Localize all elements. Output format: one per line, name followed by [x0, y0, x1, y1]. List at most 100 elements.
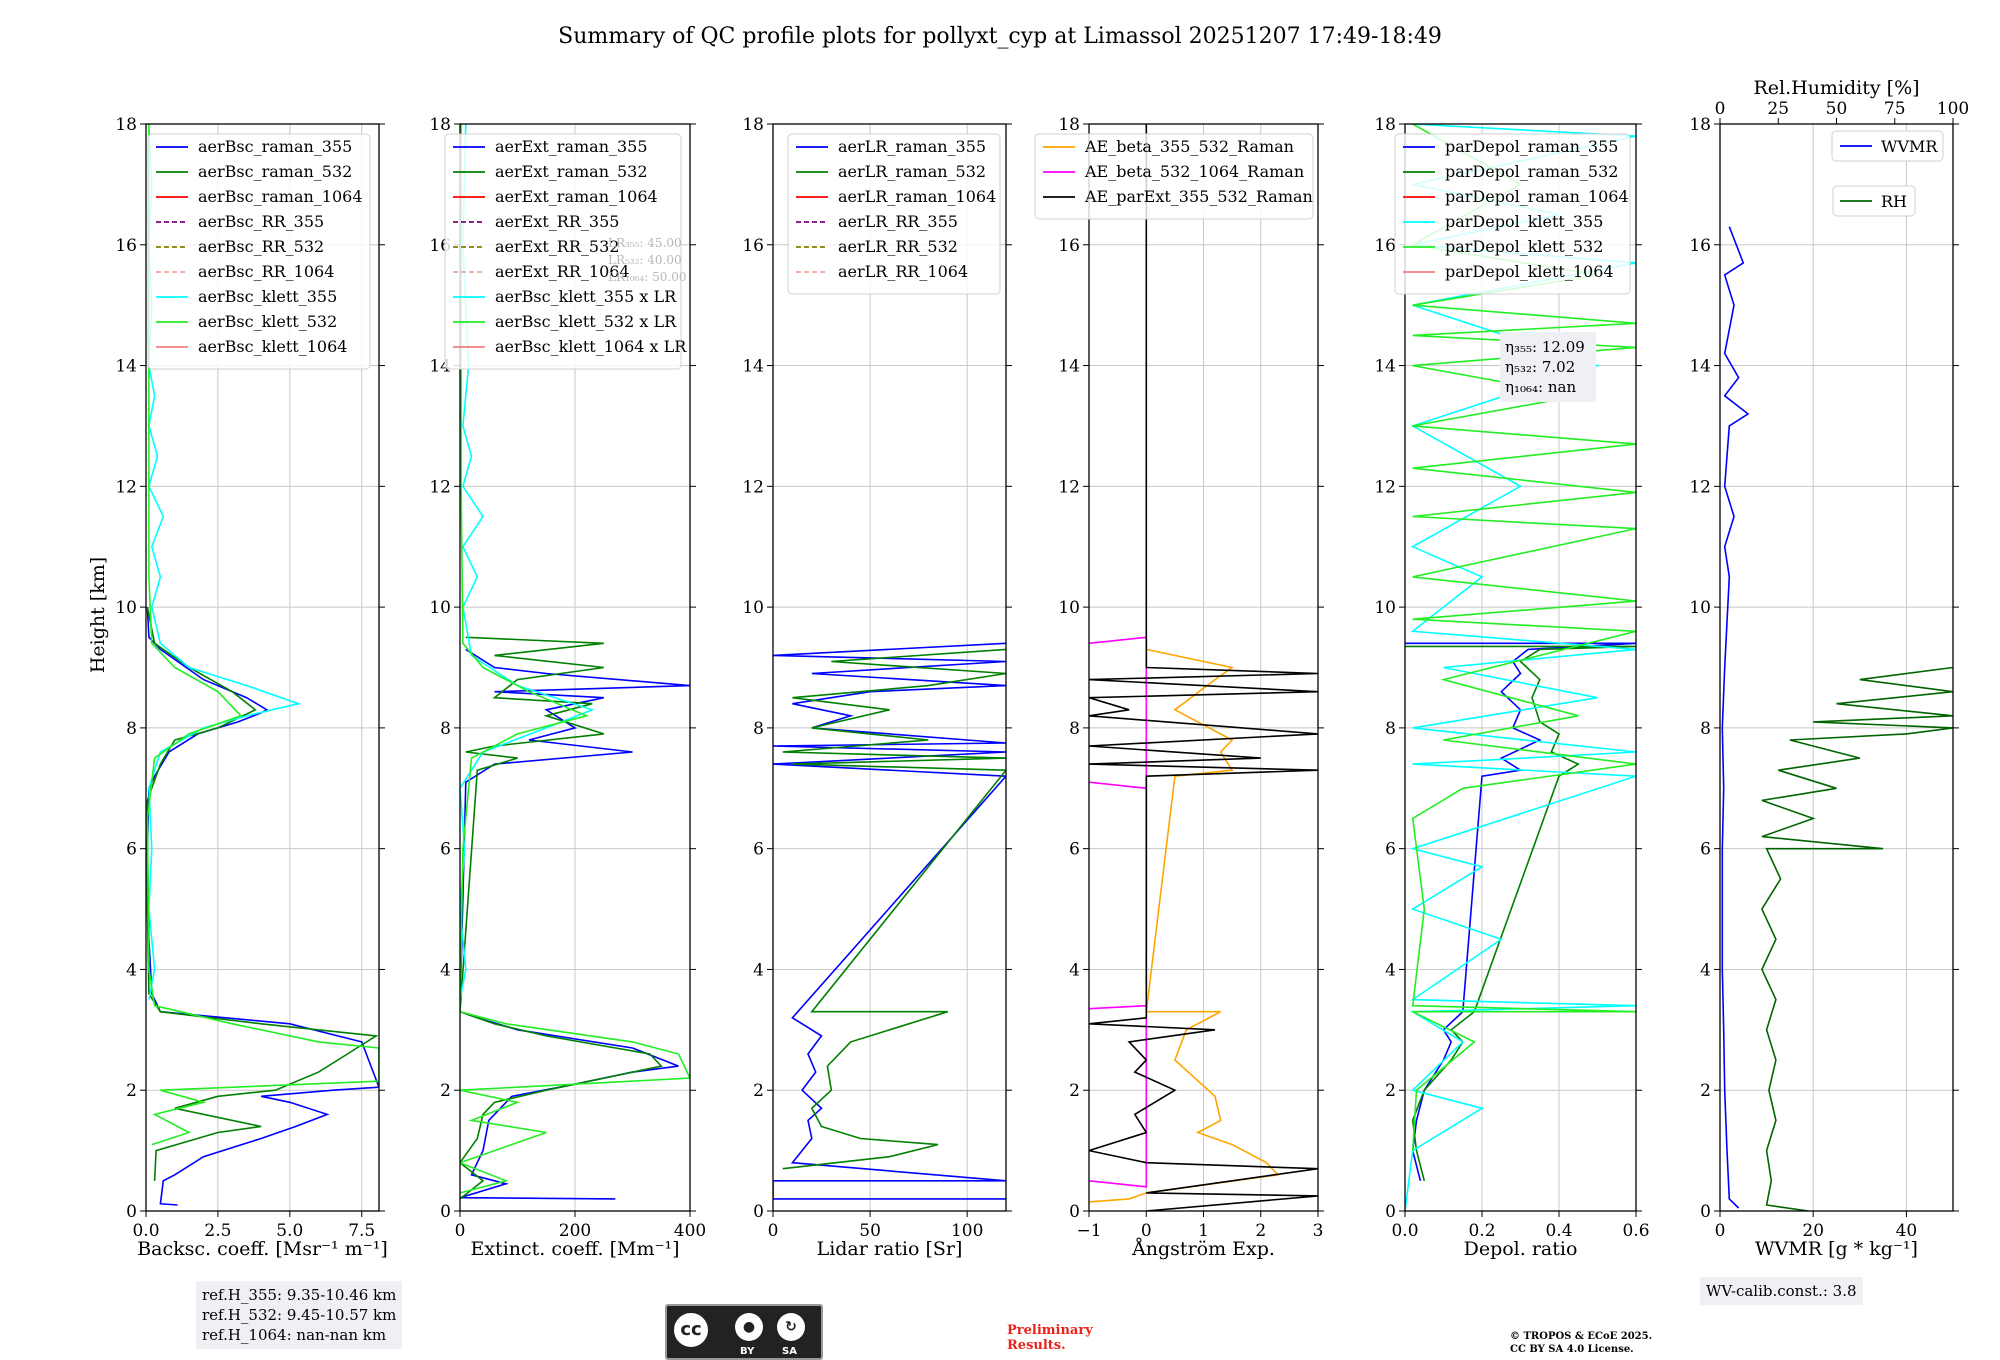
series-line-aerLR_raman_355	[773, 642, 1006, 1200]
axes-frame	[1719, 123, 1954, 1212]
legend-entry: aerBsc_raman_532	[198, 162, 352, 181]
series-line-parDepol_raman_355	[1405, 642, 1636, 1181]
x-tick-label: 5.0	[276, 1221, 303, 1241]
license-sa-label: SA	[782, 1346, 797, 1357]
reference-heights-box: ref.H_355: 9.35-10.46 km ref.H_532: 9.45…	[196, 1281, 403, 1349]
legend-box-rh	[1832, 185, 1916, 217]
x-tick-label: 0.6	[1622, 1221, 1649, 1241]
cc-logo-icon: cc	[671, 1310, 711, 1350]
x-tick-label: 0	[455, 1221, 466, 1241]
y-tick-label: 10	[1058, 598, 1080, 618]
legend-entry: aerExt_RR_355	[495, 212, 619, 231]
legend-box	[1394, 133, 1631, 295]
y-tick-label: 0	[126, 1202, 137, 1222]
series-line-parDepol_klett_532	[1410, 124, 1636, 1151]
legend-entry: aerExt_raman_1064	[495, 187, 658, 206]
legend-entry: aerLR_RR_1064	[838, 262, 968, 281]
legend-entry: parDepol_klett_355	[1445, 212, 1603, 231]
lidar-ratio-note: LR₁₀₆₄: 50.00	[608, 270, 686, 284]
y-tick-label: 2	[440, 1081, 451, 1101]
legend: aerLR_raman_355 aerLR_raman_532 aerLR_rama…	[787, 133, 1001, 295]
legend-entry: aerBsc_klett_532	[198, 312, 337, 331]
y-tick-label: 16	[742, 236, 764, 256]
eta-value: η₅₃₂: 7.02	[1505, 358, 1575, 376]
axes-frame	[145, 123, 380, 1212]
panel-dep: 0 2 4 6 8 10 12 14 16 18 0.0 0.2 0.4 0.6 Depol. ratio p…	[1374, 115, 1649, 1260]
series-line-parDepol_raman_532	[1405, 645, 1636, 1182]
y-tick-label: 4	[1069, 960, 1080, 980]
figure-title: Summary of QC profile plots for pollyxt_…	[558, 24, 1442, 49]
legend-entry: parDepol_raman_355	[1445, 137, 1618, 156]
y-tick-label: 4	[1385, 960, 1396, 980]
x-axis-label: Lidar ratio [Sr]	[817, 1238, 963, 1260]
y-tick-label: 6	[126, 840, 137, 860]
axes-frame	[772, 123, 1007, 1212]
y-axis-label: Height [km]	[87, 557, 109, 673]
y-tick-label: 16	[1374, 236, 1396, 256]
x-tick-label: 0	[768, 1221, 779, 1241]
legend-entry: aerExt_raman_355	[495, 137, 648, 156]
y-tick-label: 0	[1385, 1202, 1396, 1222]
legend-entry: parDepol_raman_532	[1445, 162, 1618, 181]
y-tick-label: 2	[1069, 1081, 1080, 1101]
x-tick-label: 2.5	[204, 1221, 231, 1241]
legend-entry: parDepol_klett_1064	[1445, 262, 1614, 281]
y-tick-label: 0	[1700, 1202, 1711, 1222]
y-tick-label: 10	[1374, 598, 1396, 618]
y-tick-label: 4	[126, 960, 137, 980]
series-group	[460, 124, 690, 1200]
series-line-AE_beta_355_532_Raman	[1089, 648, 1280, 1203]
x-tick-label: 0	[1715, 1221, 1726, 1241]
ref-height-355: ref.H_355: 9.35-10.46 km	[202, 1286, 397, 1304]
y-tick-label: 10	[115, 598, 137, 618]
y-tick-label: 2	[1700, 1081, 1711, 1101]
x-tick-label: 3	[1313, 1221, 1324, 1241]
y-tick-label: 18	[742, 115, 764, 135]
y-tick-label: 16	[115, 236, 137, 256]
y-tick-label: 12	[742, 477, 764, 497]
legend-entry: aerLR_raman_532	[838, 162, 986, 181]
legend-entry-rh: RH	[1881, 192, 1907, 211]
legend-entry: aerBsc_klett_1064	[198, 337, 347, 356]
legend: aerBsc_raman_355 aerBsc_raman_532 aerBsc_r…	[147, 133, 371, 370]
x-tick-label: 200	[559, 1221, 591, 1241]
legend-entry-wvmr: WVMR	[1881, 137, 1938, 156]
legend-entry: aerBsc_raman_355	[198, 137, 352, 156]
x-tick-label: 400	[674, 1221, 706, 1241]
legend-entry: aerBsc_raman_1064	[198, 187, 363, 206]
legend-entry: aerExt_RR_1064	[495, 262, 630, 281]
wv-calibration-constant: WV-calib.const.: 3.8	[1706, 1282, 1857, 1300]
x-tick-label: 0	[1141, 1221, 1152, 1241]
copyright-note: © TROPOS & ECoE 2025. CC BY SA 4.0 Licen…	[1510, 1330, 1652, 1356]
series-group	[1721, 226, 1953, 1211]
top-x-tick-label: 25	[1767, 99, 1789, 119]
y-tick-label: 8	[1385, 719, 1396, 739]
preliminary-line-1: Preliminary	[1007, 1323, 1093, 1338]
y-tick-label: 18	[1689, 115, 1711, 135]
y-tick-label: 4	[1700, 960, 1711, 980]
y-tick-label: 12	[429, 477, 451, 497]
y-tick-label: 18	[115, 115, 137, 135]
wv-calibration-box: WV-calib.const.: 3.8	[1700, 1277, 1863, 1305]
y-tick-label: 0	[1069, 1202, 1080, 1222]
cc-license-badge: cc ● ↻ BY SA	[665, 1304, 823, 1360]
legend-box	[787, 133, 1001, 295]
legend-box	[1034, 133, 1314, 220]
x-tick-label: 1	[1198, 1221, 1209, 1241]
legend-entry: AE_beta_532_1064_Raman	[1084, 162, 1304, 181]
y-tick-label: 2	[126, 1081, 137, 1101]
lidar-ratio-note: LR₅₃₂: 40.00	[608, 253, 682, 267]
series-line-aerBsc_klett_532 x LR	[460, 124, 690, 1194]
series-line-AE_parExt_355_532_Raman	[1089, 124, 1318, 1211]
legend-box	[147, 133, 371, 370]
series-line-RH	[1760, 666, 1953, 1211]
y-tick-label: 8	[753, 719, 764, 739]
legend: parDepol_raman_355 parDepol_raman_532 parD…	[1394, 133, 1631, 295]
y-tick-label: 10	[1689, 598, 1711, 618]
preliminary-results-note: Preliminary Results.	[1007, 1323, 1093, 1353]
legend-entry: aerBsc_klett_355	[198, 287, 337, 306]
x-tick-label: 50	[859, 1221, 881, 1241]
legend-entry: parDepol_raman_1064	[1445, 187, 1629, 206]
